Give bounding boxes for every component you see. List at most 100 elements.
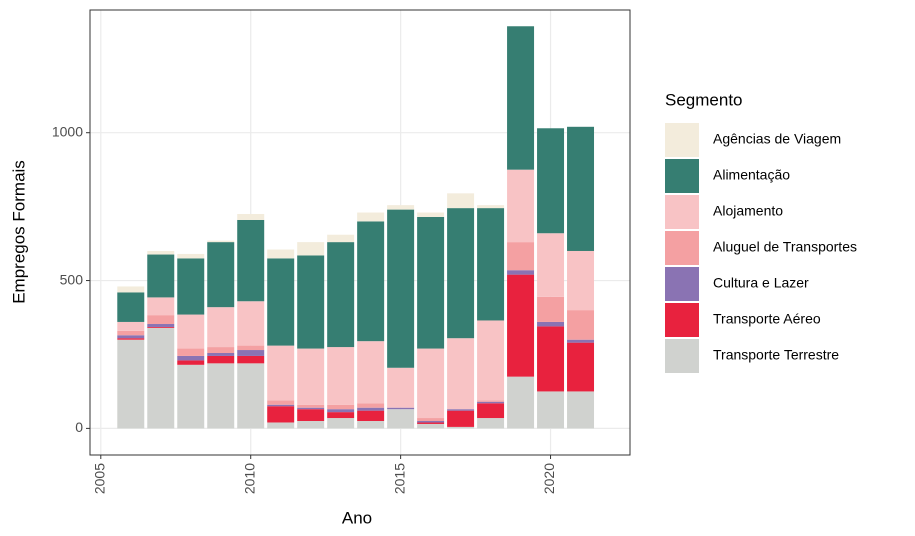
bar-segment <box>507 274 535 377</box>
bar-segment <box>177 360 205 365</box>
bar-segment <box>207 363 235 429</box>
bar-segment <box>567 250 595 311</box>
bar-segment <box>537 233 565 297</box>
bar-segment <box>267 249 295 259</box>
bar-segment <box>177 258 205 315</box>
bar-segment <box>297 409 325 421</box>
bar-segment <box>387 409 415 429</box>
bar-segment <box>507 169 535 243</box>
bar-segment <box>537 326 565 392</box>
bar-segment <box>267 345 295 401</box>
bar-segment <box>477 208 505 321</box>
y-tick-label: 0 <box>75 419 83 435</box>
bar-segment <box>327 347 355 405</box>
bar-segment <box>237 219 265 302</box>
legend-title: Segmento <box>665 90 743 109</box>
bar-segment <box>147 315 175 325</box>
bar-segment <box>357 341 385 404</box>
bar-segment <box>177 253 205 259</box>
bar-segment <box>507 26 535 170</box>
legend-key <box>665 267 699 301</box>
bar-segment <box>237 350 265 356</box>
bar-segment <box>207 242 235 308</box>
bar-segment <box>237 363 265 429</box>
bar-segment <box>297 242 325 256</box>
bar-segment <box>537 391 565 429</box>
bar-segment <box>507 242 535 271</box>
bar-segment <box>327 412 355 419</box>
bar-segment <box>477 400 505 402</box>
legend-key <box>665 159 699 193</box>
bar-segment <box>147 297 175 316</box>
bar-segment <box>537 296 565 322</box>
y-tick-label: 500 <box>60 271 84 287</box>
bar-segment <box>447 410 475 427</box>
legend-label: Alojamento <box>713 203 783 219</box>
bar-segment <box>327 242 355 348</box>
legend-key <box>665 123 699 157</box>
bar-segment <box>297 404 325 408</box>
bar-segment <box>147 250 175 255</box>
bar-segment <box>177 314 205 349</box>
bar-segment <box>327 418 355 429</box>
bar-segment <box>357 403 385 408</box>
bar-segment <box>357 221 385 342</box>
bar-segment <box>237 355 265 364</box>
bar-segment <box>177 355 205 361</box>
bar-segment <box>417 212 445 217</box>
legend-key <box>665 303 699 337</box>
bar-segment <box>537 128 565 234</box>
bar-segment <box>387 367 415 408</box>
bar-segment <box>327 404 355 410</box>
bar-segment <box>117 292 145 322</box>
bar-segment <box>237 345 265 351</box>
bar-segment <box>537 321 565 327</box>
bar-segment <box>477 403 505 419</box>
x-tick-label: 2020 <box>541 463 557 494</box>
bar-segment <box>357 212 385 222</box>
legend-label: Transporte Terrestre <box>713 347 839 363</box>
bar-segment <box>267 258 295 346</box>
bar-segment <box>147 254 175 298</box>
bar-segment <box>117 286 145 293</box>
bar-segment <box>567 126 595 251</box>
bar-segment <box>117 339 145 429</box>
bar-segment <box>417 418 445 421</box>
bar-segment <box>447 208 475 339</box>
bar-segment <box>417 348 445 419</box>
bar-segment <box>237 214 265 220</box>
x-axis-label: Ano <box>342 508 372 527</box>
bar-segment <box>387 407 415 410</box>
bar-segment <box>207 355 235 364</box>
bar-segment <box>147 327 175 429</box>
legend-key <box>665 339 699 373</box>
bar-segment <box>447 409 475 411</box>
bar-segment <box>387 205 415 210</box>
legend-key <box>665 231 699 265</box>
bar-segment <box>237 301 265 346</box>
bar-segment <box>207 240 235 243</box>
bar-segment <box>267 422 295 429</box>
panel-border <box>89 9 631 456</box>
bar-segment <box>117 335 145 339</box>
y-tick-label: 1000 <box>52 123 83 139</box>
bar-segment <box>177 364 205 429</box>
y-axis-label: Empregos Formais <box>9 160 28 304</box>
x-tick-label: 2005 <box>91 463 107 494</box>
bar-segment <box>327 234 355 243</box>
bar-segment <box>417 420 445 423</box>
bar-segment <box>357 410 385 421</box>
bar-segment <box>477 320 505 401</box>
legend-label: Alimentação <box>713 167 790 183</box>
legend-label: Transporte Aéreo <box>713 311 821 327</box>
bar-segment <box>357 407 385 411</box>
x-tick-label: 2015 <box>391 463 407 494</box>
bar-segment <box>447 426 475 429</box>
bar-segment <box>567 391 595 429</box>
bar-segment <box>477 401 505 404</box>
bar-segment <box>297 407 325 410</box>
bar-segment <box>567 310 595 340</box>
bar-segment <box>267 404 295 407</box>
legend-label: Agências de Viagem <box>713 131 841 147</box>
